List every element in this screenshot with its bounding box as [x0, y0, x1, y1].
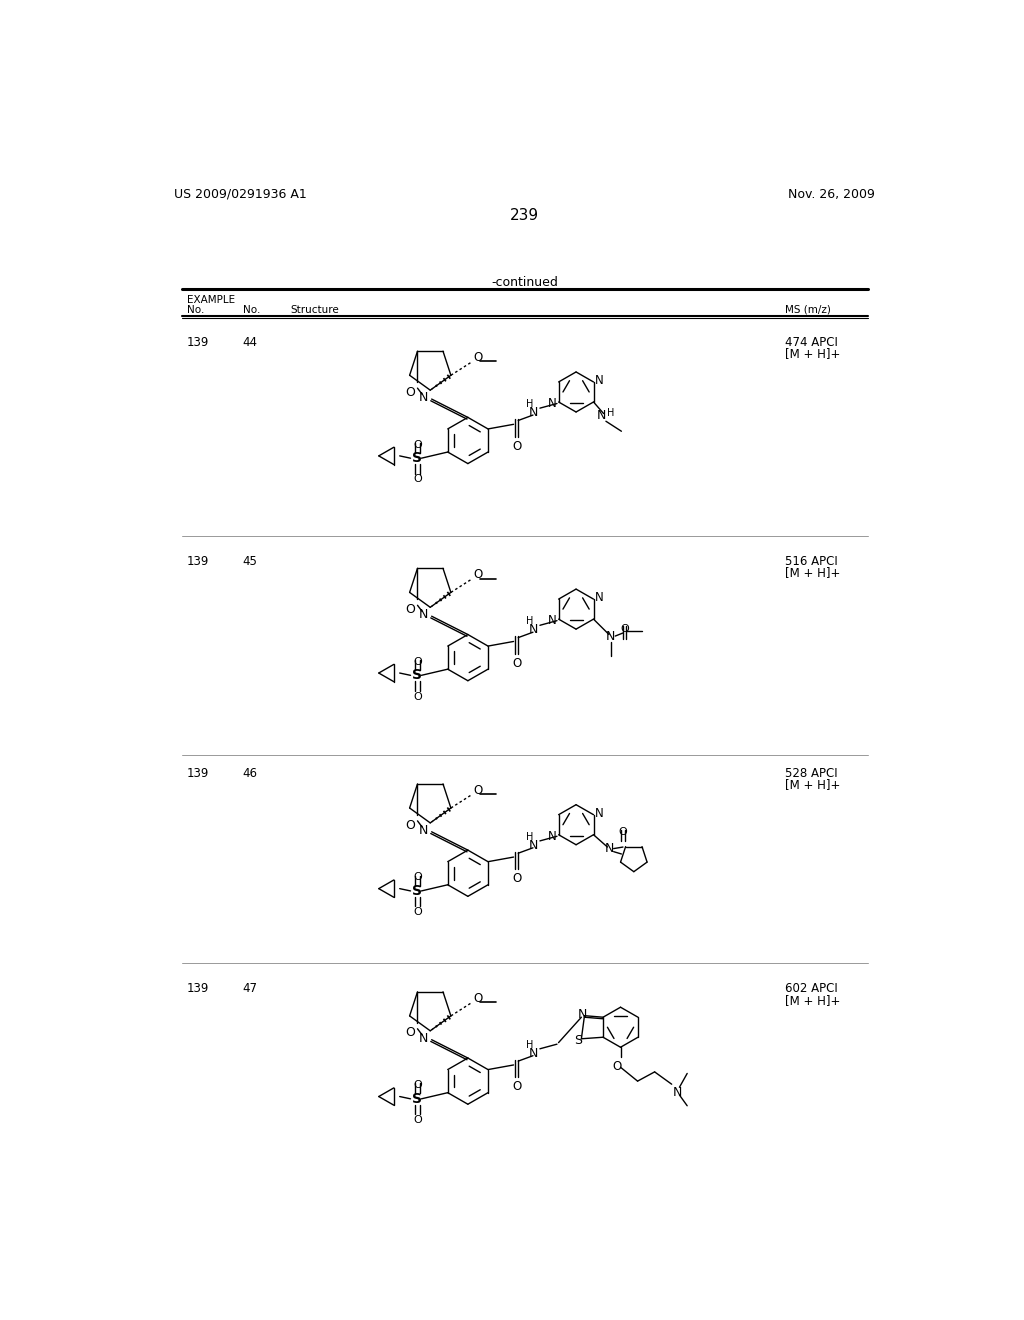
- Text: N: N: [595, 807, 604, 820]
- Text: N: N: [595, 374, 604, 387]
- Text: H: H: [526, 399, 534, 409]
- Text: [M + H]+: [M + H]+: [785, 566, 841, 579]
- Text: [M + H]+: [M + H]+: [785, 779, 841, 791]
- Text: 139: 139: [187, 335, 209, 348]
- Text: [M + H]+: [M + H]+: [785, 994, 841, 1007]
- Text: N: N: [604, 842, 613, 855]
- Text: 45: 45: [243, 554, 258, 568]
- Text: 239: 239: [510, 209, 540, 223]
- Text: O: O: [413, 692, 422, 701]
- Text: [M + H]+: [M + H]+: [785, 347, 841, 360]
- Text: N: N: [419, 609, 428, 620]
- Text: N: N: [548, 397, 557, 411]
- Text: N: N: [548, 830, 557, 842]
- Text: O: O: [413, 1115, 422, 1125]
- Text: MS (m/z): MS (m/z): [785, 305, 831, 314]
- Text: No.: No.: [187, 305, 204, 314]
- Text: N: N: [595, 591, 604, 605]
- Text: O: O: [473, 784, 482, 797]
- Text: H: H: [526, 832, 534, 842]
- Text: Structure: Structure: [291, 305, 340, 314]
- Text: O: O: [473, 351, 482, 364]
- Text: O: O: [413, 1080, 422, 1090]
- Text: H: H: [526, 616, 534, 626]
- Text: US 2009/0291936 A1: US 2009/0291936 A1: [174, 187, 307, 201]
- Text: 139: 139: [187, 767, 209, 780]
- Text: N: N: [673, 1086, 683, 1098]
- Text: O: O: [413, 657, 422, 667]
- Text: -continued: -continued: [492, 276, 558, 289]
- Text: N: N: [529, 1047, 539, 1060]
- Text: N: N: [548, 614, 557, 627]
- Text: S: S: [412, 884, 422, 898]
- Text: O: O: [618, 828, 628, 837]
- Text: N: N: [529, 840, 539, 851]
- Text: N: N: [419, 824, 428, 837]
- Text: 528 APCI: 528 APCI: [785, 767, 838, 780]
- Text: N: N: [597, 409, 606, 422]
- Text: O: O: [413, 873, 422, 883]
- Text: 46: 46: [243, 767, 258, 780]
- Text: H: H: [526, 1040, 534, 1049]
- Text: 139: 139: [187, 554, 209, 568]
- Text: H: H: [607, 408, 614, 417]
- Text: 602 APCI: 602 APCI: [785, 982, 838, 995]
- Text: O: O: [413, 474, 422, 484]
- Text: O: O: [512, 657, 521, 669]
- Text: O: O: [512, 1080, 521, 1093]
- Text: O: O: [404, 1027, 415, 1039]
- Text: N: N: [419, 391, 428, 404]
- Text: 47: 47: [243, 982, 258, 995]
- Text: S: S: [412, 668, 422, 682]
- Text: O: O: [512, 873, 521, 886]
- Text: 474 APCI: 474 APCI: [785, 335, 838, 348]
- Text: O: O: [404, 385, 415, 399]
- Text: O: O: [621, 624, 629, 634]
- Text: EXAMPLE: EXAMPLE: [187, 294, 236, 305]
- Text: O: O: [404, 603, 415, 616]
- Text: N: N: [419, 1031, 428, 1044]
- Text: N: N: [579, 1007, 588, 1020]
- Text: O: O: [473, 991, 482, 1005]
- Text: 516 APCI: 516 APCI: [785, 554, 838, 568]
- Text: N: N: [529, 623, 539, 636]
- Text: N: N: [529, 407, 539, 420]
- Text: O: O: [612, 1060, 622, 1073]
- Text: S: S: [574, 1034, 583, 1047]
- Text: O: O: [413, 907, 422, 917]
- Text: Nov. 26, 2009: Nov. 26, 2009: [788, 187, 876, 201]
- Text: O: O: [404, 818, 415, 832]
- Text: O: O: [473, 568, 482, 581]
- Text: S: S: [412, 1092, 422, 1106]
- Text: S: S: [412, 451, 422, 465]
- Text: N: N: [606, 630, 615, 643]
- Text: 139: 139: [187, 982, 209, 995]
- Text: 44: 44: [243, 335, 258, 348]
- Text: No.: No.: [243, 305, 260, 314]
- Text: O: O: [413, 440, 422, 450]
- Text: O: O: [512, 440, 521, 453]
